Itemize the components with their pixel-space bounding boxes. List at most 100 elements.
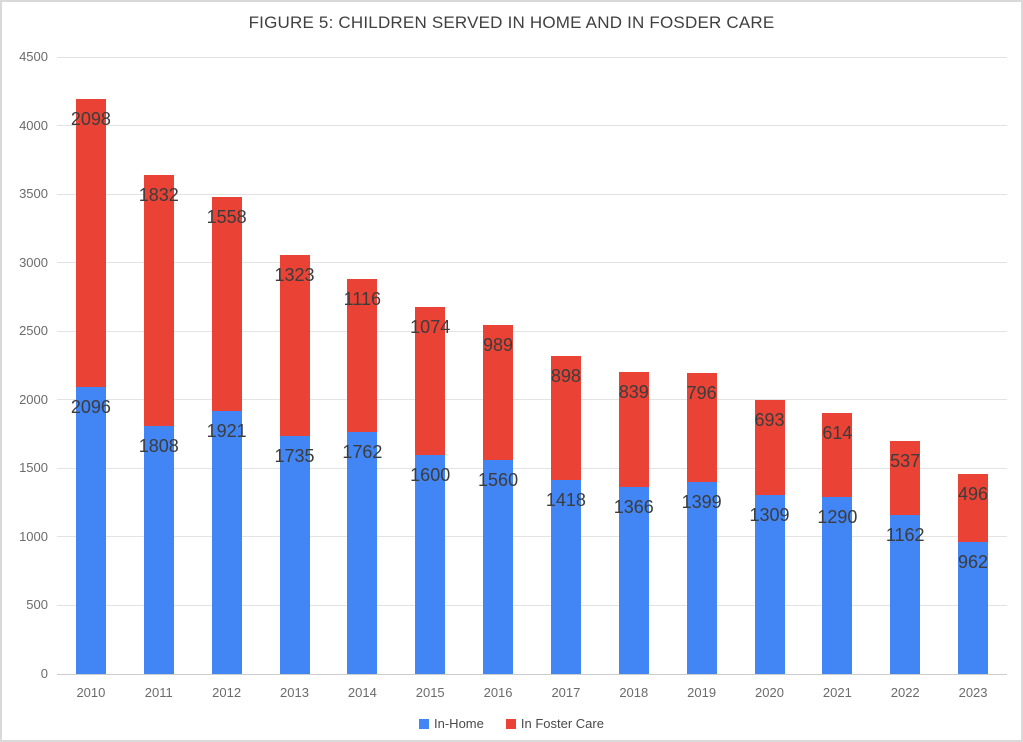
bar-label-in-home: 962 (958, 552, 989, 573)
bar-segment-in-home (754, 494, 785, 674)
x-axis-label: 2020 (755, 685, 784, 700)
bar-label-in-home: 1560 (478, 470, 519, 491)
bar-label-in-foster-care: 1116 (343, 289, 382, 310)
y-axis-tick-label: 3500 (19, 186, 48, 202)
bar-segment-in-home (483, 460, 514, 674)
bar-segment-in-foster-care (347, 279, 378, 433)
y-axis-tick-label: 4000 (19, 117, 48, 133)
bar-segment-in-foster-care (279, 254, 310, 437)
bar-label-in-home: 1735 (274, 446, 315, 467)
y-axis-tick-label: 1000 (19, 528, 48, 544)
bar-segment-in-home (347, 432, 378, 674)
bar-segment-in-foster-care (890, 441, 921, 515)
x-axis-label: 2022 (890, 685, 920, 700)
bar-label-in-foster-care: 989 (483, 334, 514, 355)
bar-segment-in-foster-care (958, 474, 989, 543)
x-axis-label: 2012 (212, 685, 242, 700)
x-axis-label: 2017 (551, 685, 581, 700)
x-axis-baseline (57, 673, 1007, 675)
bar-segment-in-home (211, 410, 242, 674)
chart-title: FIGURE 5: CHILDREN SERVED IN HOME AND IN… (248, 13, 775, 32)
bar-label-in-foster-care: 1832 (138, 184, 179, 205)
x-axis-label: 2015 (415, 685, 445, 700)
gridline (57, 125, 1007, 127)
bar-segment-in-foster-care (618, 371, 649, 487)
bar-segment-in-home (279, 436, 310, 674)
bar-label-in-home: 1808 (138, 436, 179, 457)
bar-segment-in-foster-care (415, 307, 446, 455)
bar-segment-in-home (550, 479, 581, 674)
y-axis-tick-label: 1500 (19, 460, 48, 476)
gridline (57, 193, 1007, 195)
gridline (57, 604, 1007, 606)
bar-label-in-home: 1366 (613, 496, 654, 517)
bar-label-in-home: 1399 (681, 492, 722, 513)
bar-segment-in-home (686, 482, 717, 674)
bar-label-in-foster-care: 1323 (274, 264, 315, 285)
gridline (57, 330, 1007, 332)
bar-label-in-home: 1762 (342, 442, 383, 463)
x-axis-label: 2010 (76, 685, 106, 700)
bar-segment-in-home (143, 426, 174, 674)
x-axis-label: 2023 (958, 685, 988, 700)
gridline (57, 399, 1007, 401)
x-axis-label: 2011 (144, 685, 173, 700)
x-axis-label: 2014 (347, 685, 377, 700)
gridline (57, 262, 1007, 264)
bar-label-in-foster-care: 796 (686, 383, 717, 404)
bar-label-in-foster-care: 614 (822, 422, 853, 443)
x-axis-label: 2021 (822, 685, 852, 700)
legend-swatch-in-foster-care-icon (505, 718, 516, 729)
bar-segment-in-home (822, 497, 853, 674)
legend-item-in-foster-care: In Foster Care (505, 716, 604, 731)
legend: In-Home In Foster Care (2, 716, 1021, 731)
y-axis-tick-label: 4500 (19, 49, 48, 64)
y-axis-tick-label: 3000 (19, 254, 48, 270)
bar-segment-in-foster-care (143, 174, 174, 427)
bar-label-in-home: 1600 (410, 464, 451, 485)
bar-label-in-home: 1921 (206, 420, 247, 441)
bar-label-in-home: 1162 (885, 524, 925, 545)
bar-segment-in-foster-care (483, 324, 514, 461)
bar-label-in-foster-care: 898 (550, 366, 581, 387)
bar-label-in-home: 1309 (749, 504, 790, 525)
x-axis-label: 2013 (280, 685, 309, 700)
bar-segment-in-foster-care (686, 373, 717, 483)
legend-item-in-home: In-Home (419, 716, 484, 731)
bar-label-in-foster-care: 1558 (206, 206, 247, 227)
bar-segment-in-home (75, 386, 106, 674)
x-axis-label: 2019 (687, 685, 717, 700)
y-axis-tick-label: 2500 (19, 323, 48, 339)
bar-segment-in-home (958, 542, 989, 674)
bar-label-in-foster-care: 839 (618, 381, 649, 402)
x-axis-label: 2016 (483, 685, 513, 700)
bar-segment-in-foster-care (75, 98, 106, 387)
bar-segment-in-foster-care (822, 412, 853, 498)
y-axis-tick-label: 2000 (19, 391, 48, 407)
bar-label-in-foster-care: 1074 (410, 317, 451, 338)
bar-segment-in-foster-care (211, 196, 242, 411)
bar-segment-in-home (890, 514, 921, 674)
x-axis-label: 2018 (619, 685, 649, 700)
gridline (57, 467, 1007, 469)
gridline (57, 56, 1007, 58)
bar-label-in-foster-care: 693 (754, 409, 785, 430)
y-axis-tick-label: 500 (26, 597, 48, 613)
bar-label-in-foster-care: 537 (890, 451, 921, 472)
legend-label-in-home: In-Home (434, 716, 484, 731)
y-axis-tick-label: 0 (40, 666, 48, 681)
bar-label-in-home: 2096 (70, 396, 111, 417)
gridline (57, 536, 1007, 538)
bar-label-in-home: 1290 (817, 507, 858, 528)
bar-segment-in-foster-care (550, 356, 581, 480)
bar-segment-in-home (415, 454, 446, 674)
legend-swatch-in-home-icon (419, 718, 430, 729)
bar-segment-in-home (618, 486, 649, 674)
bar-label-in-foster-care: 2098 (70, 108, 111, 129)
legend-label-in-foster-care: In Foster Care (520, 716, 604, 731)
bar-label-in-foster-care: 496 (958, 484, 989, 505)
bar-segment-in-foster-care (754, 399, 785, 495)
bar-label-in-home: 1418 (545, 489, 586, 510)
